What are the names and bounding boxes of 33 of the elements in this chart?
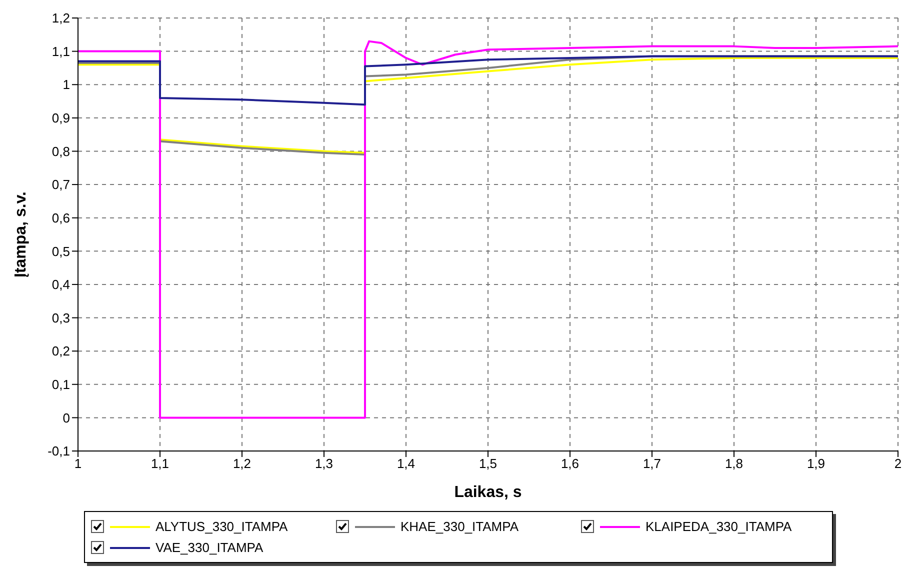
y-tick-label: 0,7 <box>52 177 70 192</box>
line-series <box>78 40 898 419</box>
x-tick-label: 1,4 <box>396 456 416 472</box>
y-tick-label: 0,5 <box>52 244 70 259</box>
line-series <box>78 55 898 106</box>
x-tick-label: 1,6 <box>560 456 580 472</box>
x-tick-label: 1,9 <box>806 456 826 472</box>
legend-label: ALYTUS_330_ITAMPA <box>156 519 288 534</box>
y-tick-label: -0,1 <box>48 444 70 459</box>
x-tick-label: 1,5 <box>478 456 498 472</box>
y-tick-label: 1,1 <box>52 44 70 59</box>
y-tick-label: 1 <box>62 77 70 92</box>
y-axis-title: Įtampa, s.v. <box>12 192 30 278</box>
x-axis-title: Laikas, s <box>454 484 522 501</box>
legend-label: KHAE_330_ITAMPA <box>400 519 519 534</box>
y-tick-label: 0,2 <box>52 344 70 359</box>
y-tick-label: 0,4 <box>52 277 70 292</box>
x-tick-label: 1,3 <box>314 456 334 472</box>
x-tick-label: 1,8 <box>724 456 744 472</box>
x-tick-label: 1,7 <box>642 456 662 472</box>
x-tick-label: 2 <box>894 456 902 472</box>
y-tick-label: 0,8 <box>52 144 70 159</box>
x-tick-label: 1,1 <box>150 456 170 472</box>
y-tick-label: 0,1 <box>52 377 70 392</box>
x-tick-label: 1 <box>74 456 82 472</box>
y-tick-label: 0 <box>62 410 70 426</box>
y-tick-label: 0,3 <box>52 310 70 326</box>
legend-label: VAE_330_ITAMPA <box>156 540 264 555</box>
legend-label: KLAIPEDA_330_ITAMPA <box>646 519 792 534</box>
y-tick-label: 1,2 <box>52 10 70 26</box>
y-tick-label: 0,9 <box>52 110 70 126</box>
y-tick-label: 0,6 <box>52 210 70 226</box>
x-tick-label: 1,2 <box>232 456 252 472</box>
